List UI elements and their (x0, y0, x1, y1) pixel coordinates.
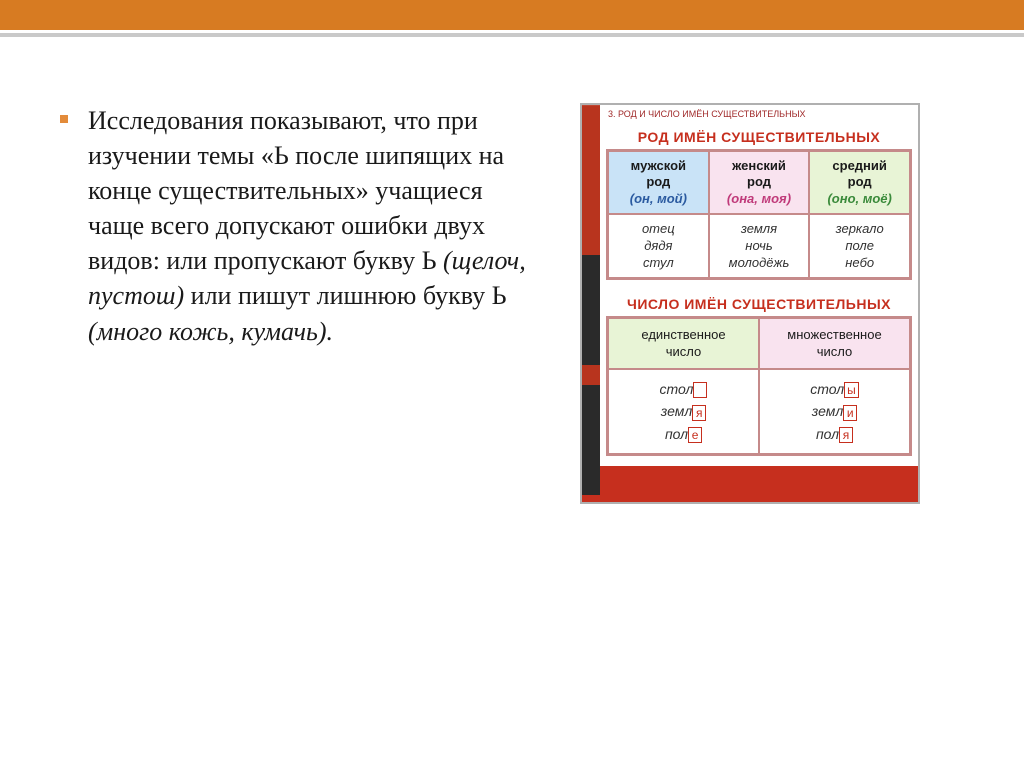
number-head-singular: единственное число (608, 318, 759, 369)
poster-body: РОД ИМЁН СУЩЕСТВИТЕЛЬНЫХ мужской род (он… (600, 123, 918, 462)
gender-examples-masc: отецдядястул (608, 214, 709, 279)
poster-footer (582, 466, 918, 502)
number-head-plural: множественное число (759, 318, 910, 369)
number-label-2: число (666, 344, 702, 359)
poster-container: Русский язык 3. РОД И ЧИСЛО ИМЁН СУЩЕСТВ… (580, 103, 920, 504)
bullet-marker-icon (60, 115, 74, 123)
gender-head-neut: средний род (оно, моё) (809, 151, 910, 214)
gender-examples-neut: зеркалополенебо (809, 214, 910, 279)
number-label-1: единственное (641, 327, 725, 342)
bullet-text-part-1: Исследования показывают, что при изучени… (88, 106, 504, 275)
number-label-2: число (817, 344, 853, 359)
bullet-text: Исследования показывают, что при изучени… (88, 103, 540, 349)
gender-head-fem: женский род (она, моя) (709, 151, 810, 214)
gender-pronoun: (он, мой) (630, 191, 687, 206)
gender-rod: род (848, 174, 872, 189)
gender-pronoun: (она, моя) (727, 191, 791, 206)
gender-table: мужской род (он, мой) женский род (она, … (606, 149, 912, 280)
bullet-item: Исследования показывают, что при изучени… (60, 103, 540, 349)
section-title-gender: РОД ИМЁН СУЩЕСТВИТЕЛЬНЫХ (606, 123, 912, 149)
section-title-number: ЧИСЛО ИМЁН СУЩЕСТВИТЕЛЬНЫХ (606, 290, 912, 316)
gender-label: средний (832, 158, 887, 173)
bullet-text-part-2: или пишут лишнюю букву Ь (191, 281, 507, 310)
slide: Исследования показывают, что при изучени… (0, 0, 1024, 767)
bullet-text-italic-2: (много кожь, кумачь). (88, 317, 333, 346)
bullet-text-block: Исследования показывают, что при изучени… (60, 103, 540, 504)
number-table: единственное число множественное число с… (606, 316, 912, 456)
gender-examples-fem: земляночьмолодёжь (709, 214, 810, 279)
top-accent-bar (0, 0, 1024, 30)
gender-head-masc: мужской род (он, мой) (608, 151, 709, 214)
grammar-poster: Русский язык 3. РОД И ЧИСЛО ИМЁН СУЩЕСТВ… (580, 103, 920, 504)
gender-label: женский (732, 158, 786, 173)
poster-side-tab-1 (582, 255, 600, 365)
divider-rule-inner (0, 33, 1024, 37)
poster-side-tab-2 (582, 385, 600, 495)
gender-rod: род (747, 174, 771, 189)
number-examples-plural: столыземлиполя (759, 369, 910, 454)
gender-label: мужской (631, 158, 686, 173)
gender-pronoun: (оно, моё) (827, 191, 891, 206)
gender-rod: род (646, 174, 670, 189)
poster-header-strip: 3. РОД И ЧИСЛО ИМЁН СУЩЕСТВИТЕЛЬНЫХ (600, 105, 918, 123)
divider-rule (0, 33, 1024, 43)
number-label-1: множественное (787, 327, 881, 342)
content-area: Исследования показывают, что при изучени… (0, 43, 1024, 544)
number-examples-singular: стол земляполе (608, 369, 759, 454)
